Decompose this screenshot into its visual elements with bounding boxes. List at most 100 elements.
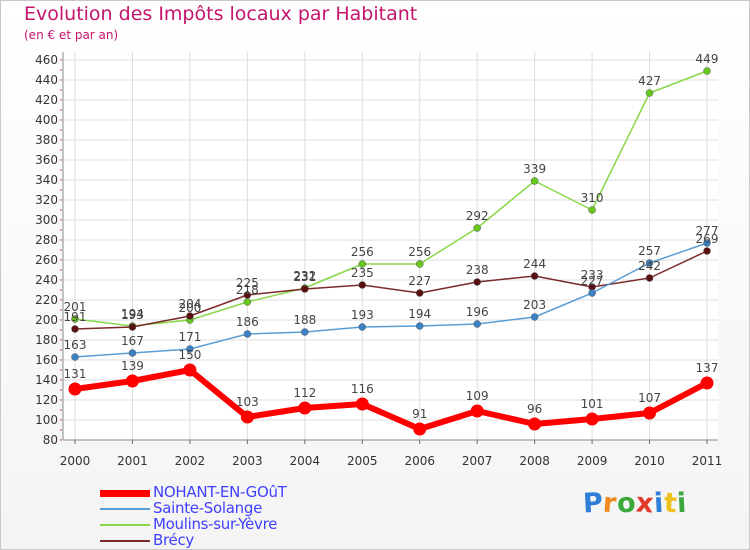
data-point-nohant-en-go-t	[298, 401, 312, 415]
data-label-br-cy: 193	[121, 308, 144, 322]
x-tick-label: 2005	[347, 454, 378, 468]
data-label-nohant-en-go-t: 109	[466, 389, 489, 403]
y-tick-label: 200	[35, 313, 58, 327]
data-point-nohant-en-go-t	[125, 374, 139, 388]
data-point-moulins-sur-y-vre	[588, 206, 596, 214]
data-point-nohant-en-go-t	[68, 382, 82, 396]
data-point-br-cy	[243, 291, 252, 299]
y-tick-label: 240	[35, 273, 58, 287]
data-label-sainte-solange: 167	[121, 334, 144, 348]
logo-letter: i	[676, 487, 688, 520]
data-point-nohant-en-go-t	[413, 422, 427, 436]
data-label-br-cy: 204	[178, 297, 201, 311]
data-label-sainte-solange: 171	[178, 330, 201, 344]
data-point-nohant-en-go-t	[355, 397, 369, 411]
y-tick-label: 440	[35, 73, 58, 87]
data-label-moulins-sur-y-vre: 201	[64, 300, 87, 314]
series-line-br-cy	[74, 250, 708, 330]
logo-letter: x	[635, 487, 656, 520]
x-tick-label: 2001	[117, 454, 148, 468]
data-label-br-cy: 244	[523, 257, 546, 271]
data-point-sainte-solange	[473, 320, 481, 328]
y-tick-label: 140	[35, 373, 58, 387]
data-point-sainte-solange	[358, 323, 367, 331]
data-point-moulins-sur-y-vre	[243, 298, 252, 306]
legend-swatch	[100, 540, 150, 542]
data-label-br-cy: 238	[466, 263, 489, 277]
data-point-sainte-solange	[301, 328, 309, 336]
legend-swatch	[100, 508, 150, 510]
data-point-nohant-en-go-t	[183, 363, 197, 377]
logo-letter: P	[582, 487, 605, 520]
data-label-br-cy: 269	[696, 232, 719, 246]
data-point-moulins-sur-y-vre	[415, 260, 424, 268]
legend-label: Moulins-sur-Yèvre	[153, 515, 278, 533]
x-tick-label: 2004	[290, 454, 321, 468]
data-label-br-cy: 227	[408, 274, 431, 288]
data-point-moulins-sur-y-vre	[358, 260, 367, 268]
data-label-moulins-sur-y-vre: 339	[523, 162, 546, 176]
data-label-sainte-solange: 193	[351, 308, 374, 322]
data-label-sainte-solange: 186	[236, 315, 259, 329]
data-label-moulins-sur-y-vre: 427	[638, 74, 661, 88]
x-tick-label: 2003	[232, 454, 263, 468]
x-tick-label: 2011	[692, 454, 723, 468]
x-tick-label: 2002	[175, 454, 206, 468]
data-label-moulins-sur-y-vre: 256	[351, 245, 374, 259]
data-point-br-cy	[645, 274, 654, 282]
data-point-moulins-sur-y-vre	[645, 89, 654, 97]
y-tick-label: 80	[43, 433, 58, 447]
data-point-br-cy	[71, 325, 79, 333]
data-label-sainte-solange: 277	[696, 224, 719, 238]
data-label-sainte-solange: 203	[523, 298, 546, 312]
data-point-br-cy	[473, 278, 481, 286]
data-point-sainte-solange	[71, 353, 79, 361]
x-tick-label: 2000	[60, 454, 91, 468]
x-tick-label: 2010	[634, 454, 665, 468]
data-label-br-cy: 233	[581, 268, 604, 282]
data-point-nohant-en-go-t	[528, 417, 542, 431]
y-tick-label: 120	[35, 393, 58, 407]
data-point-sainte-solange	[128, 349, 137, 357]
data-point-br-cy	[703, 247, 711, 255]
data-label-sainte-solange: 188	[293, 313, 316, 327]
logo-letter: o	[616, 487, 637, 520]
y-tick-label: 420	[35, 93, 58, 107]
proxiti-logo: Proxiti	[582, 487, 688, 520]
data-point-nohant-en-go-t	[470, 404, 484, 418]
y-tick-label: 340	[35, 173, 58, 187]
series-line-nohant-en-go-t	[72, 367, 710, 432]
data-point-moulins-sur-y-vre	[530, 177, 539, 185]
data-point-sainte-solange	[415, 322, 424, 330]
data-label-nohant-en-go-t: 112	[293, 386, 316, 400]
data-point-moulins-sur-y-vre	[71, 315, 79, 323]
data-label-sainte-solange: 227	[581, 274, 604, 288]
data-label-nohant-en-go-t: 103	[236, 395, 259, 409]
data-label-br-cy: 191	[64, 310, 87, 324]
plot-area	[63, 52, 718, 440]
series-line-moulins-sur-y-vre	[74, 70, 708, 327]
data-point-nohant-en-go-t	[585, 412, 599, 426]
y-tick-label: 280	[35, 233, 58, 247]
data-label-nohant-en-go-t: 116	[351, 382, 374, 396]
data-label-sainte-solange: 257	[638, 244, 661, 258]
data-point-nohant-en-go-t	[700, 376, 714, 390]
data-label-moulins-sur-y-vre: 256	[408, 245, 431, 259]
legend-swatch	[100, 490, 150, 497]
data-point-br-cy	[358, 281, 367, 289]
y-tick-label: 180	[35, 333, 58, 347]
data-label-moulins-sur-y-vre: 194	[121, 307, 144, 321]
data-point-br-cy	[301, 285, 309, 293]
data-label-nohant-en-go-t: 137	[696, 361, 719, 375]
data-label-nohant-en-go-t: 131	[64, 367, 87, 381]
x-tick-label: 2008	[519, 454, 550, 468]
data-point-nohant-en-go-t	[240, 410, 254, 424]
data-label-nohant-en-go-t: 91	[412, 407, 427, 421]
data-point-sainte-solange	[530, 313, 539, 321]
data-point-br-cy	[415, 289, 424, 297]
series-line-sainte-solange	[74, 242, 708, 358]
y-tick-label: 220	[35, 293, 58, 307]
legend-swatch	[100, 524, 150, 526]
data-point-moulins-sur-y-vre	[703, 67, 711, 75]
